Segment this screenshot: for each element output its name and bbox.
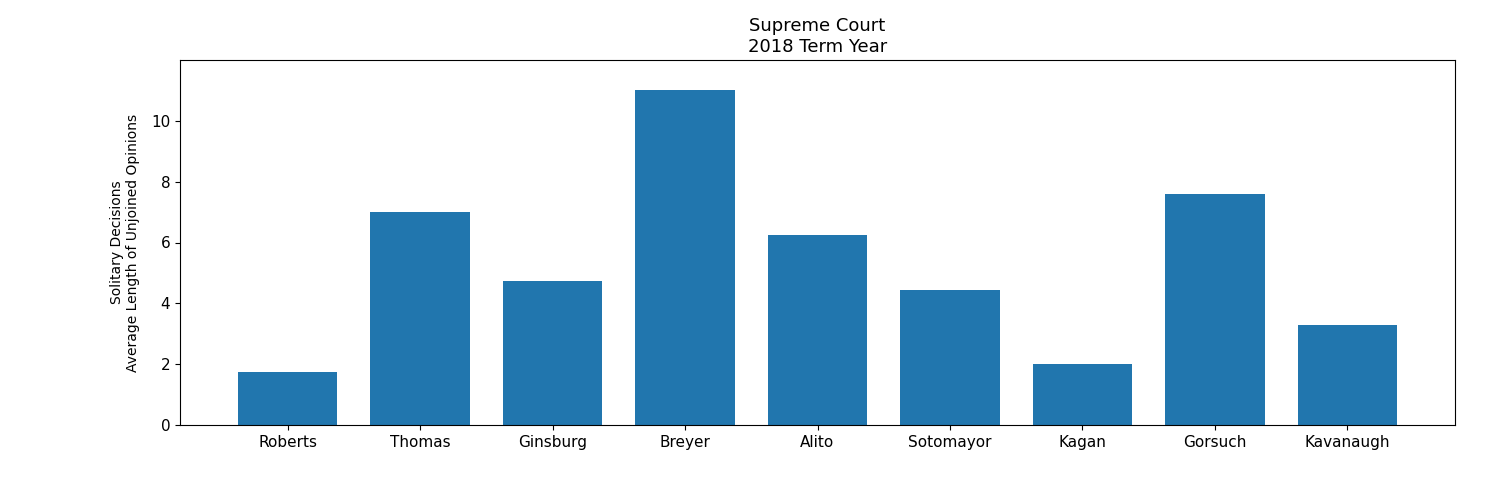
Bar	[238, 372, 338, 425]
Bar	[1034, 364, 1132, 425]
Bar	[1298, 324, 1396, 425]
Bar	[636, 90, 735, 425]
Bar	[768, 235, 867, 425]
Y-axis label: Solitary Decisions
Average Length of Unjoined Opinions: Solitary Decisions Average Length of Unj…	[110, 114, 140, 372]
Bar	[503, 280, 602, 425]
Bar	[370, 212, 470, 425]
Bar	[900, 290, 999, 425]
Title: Supreme Court
2018 Term Year: Supreme Court 2018 Term Year	[748, 17, 886, 56]
Bar	[1166, 194, 1264, 425]
